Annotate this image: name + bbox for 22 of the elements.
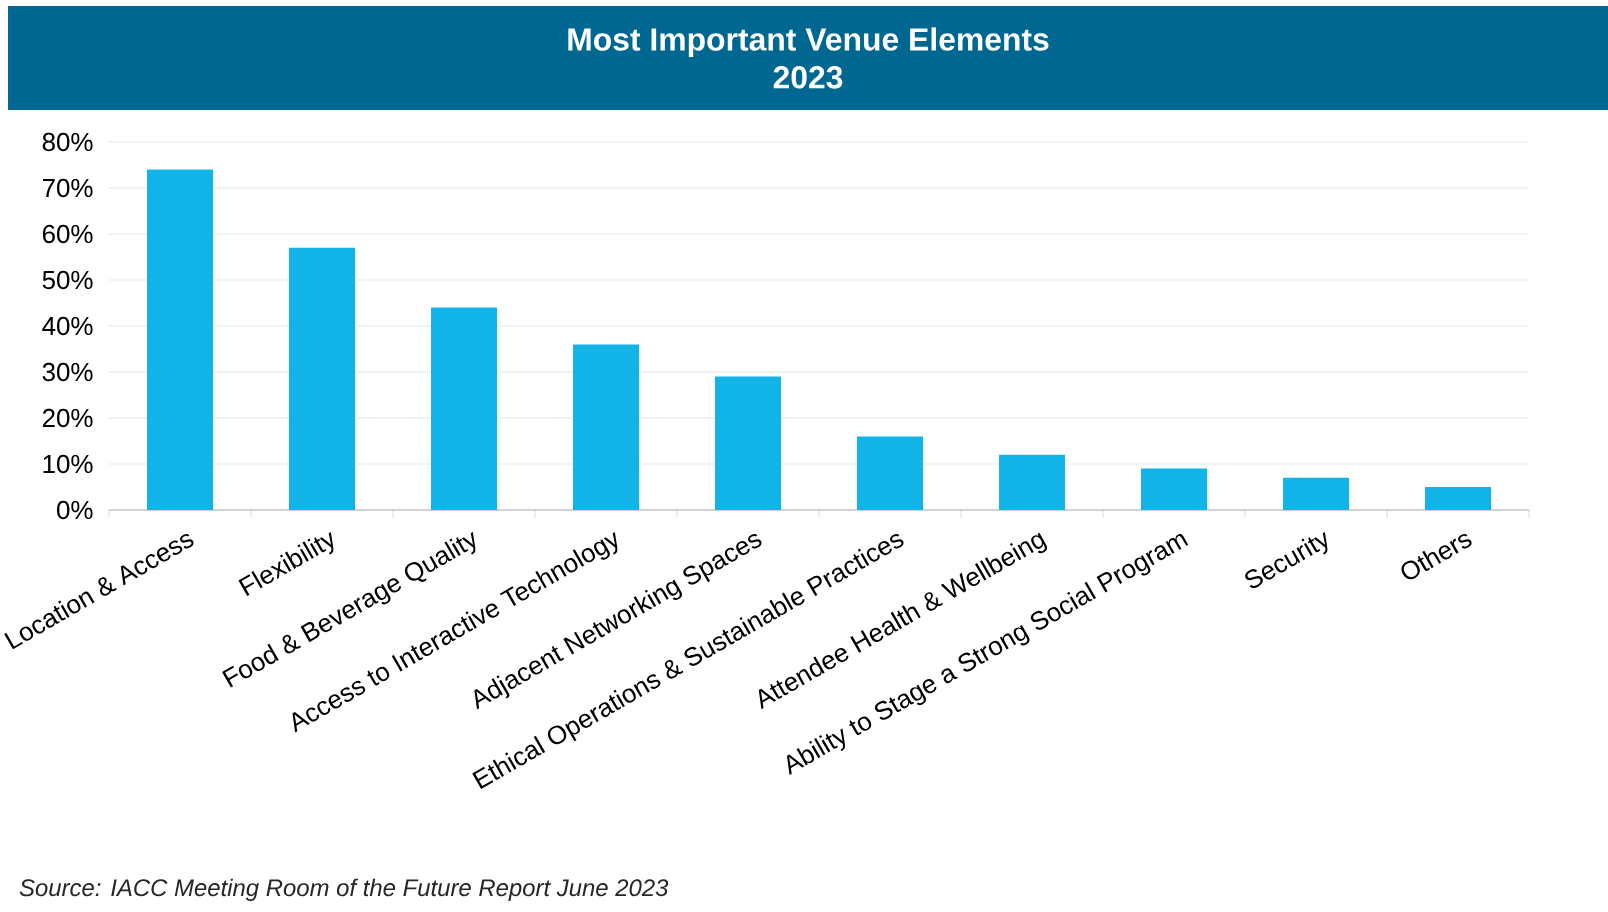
bar [1425,487,1492,510]
y-tick-label: 50% [42,270,93,290]
y-tick-label: 30% [42,362,93,382]
bar [1283,477,1350,510]
y-tick-label: 20% [42,408,93,428]
bar [573,344,640,510]
y-tick-label: 40% [42,316,93,336]
bar [1141,468,1208,510]
bar [857,436,924,510]
source-note: Source: IACC Meeting Room of the Future Report June 2023 [19,878,669,901]
chart-title: Most Important Venue Elements [568,27,1049,58]
bar [999,454,1066,510]
chart-subtitle: 2023 [773,66,843,89]
bar [431,307,498,510]
y-tick-label: 80% [42,132,93,152]
bar [715,376,782,510]
y-tick-label: 0% [57,500,93,520]
y-tick-label: 10% [43,454,93,474]
bar [147,169,213,510]
bar [289,247,355,510]
y-tick-label: 70% [42,178,93,198]
y-tick-label: 60% [42,224,93,244]
